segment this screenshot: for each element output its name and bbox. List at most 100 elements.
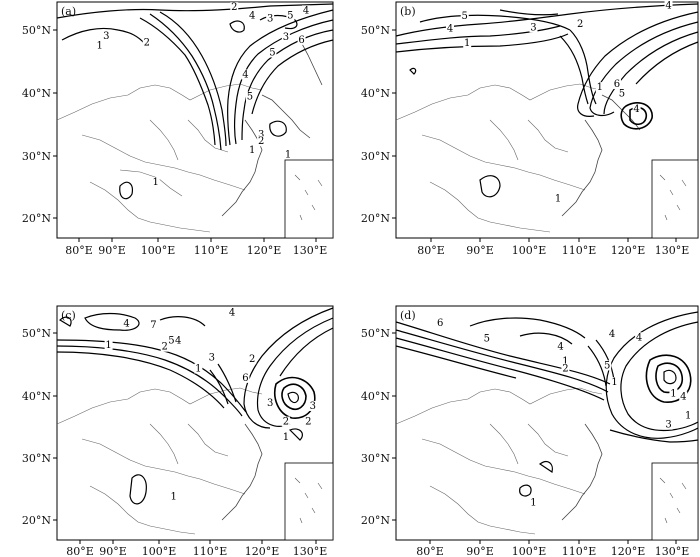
panel-a-x-tick-90e: 90°E <box>98 244 126 257</box>
panel-d-frame <box>395 305 699 541</box>
panel-b-x-tick-110e: 110°E <box>562 244 597 257</box>
contour-label-bg <box>664 419 673 430</box>
contour-label: 6 <box>242 373 248 384</box>
panel-c-y-tick-20n: 20°N <box>22 514 51 527</box>
panel-b-x-tick-130e: 130°E <box>655 244 690 257</box>
contour-label: 1 <box>249 145 255 156</box>
panel-b-y-tick-50n: 50°N <box>361 24 390 37</box>
contour-label: 5 <box>168 335 174 346</box>
contour-label: 2 <box>562 364 568 375</box>
contour-label-bg <box>446 23 455 34</box>
contour-label-bg <box>167 335 176 346</box>
panel-a: (a) <box>22 1 334 257</box>
contour-label: 4 <box>123 319 129 330</box>
contour-label-bg <box>556 341 565 352</box>
panel-c-south-china-sea-inset <box>284 462 334 541</box>
panel-a-boundaries <box>56 39 323 233</box>
panel-b-x-tick-100e: 100°E <box>512 244 547 257</box>
contour-label: 2 <box>249 354 255 365</box>
contour-label: 1 <box>562 356 568 367</box>
contour-label-bg <box>576 19 585 30</box>
panel-c-x-tick-90e: 90°E <box>99 545 127 557</box>
contour-label-bg <box>241 372 250 383</box>
contour-label-bg <box>482 333 491 344</box>
panel-c-x-tick-80e: 80°E <box>66 545 94 557</box>
panel-a-x-tick-120e: 120°E <box>247 244 282 257</box>
contour-label-bg <box>248 354 257 365</box>
contour-label-bg <box>603 360 612 371</box>
contour-label-bg <box>297 34 306 45</box>
contour-label-bg <box>245 91 254 102</box>
contour-label-bg <box>610 377 619 388</box>
contour-label-bg <box>142 37 151 48</box>
panel-b-boundaries <box>395 83 641 233</box>
panel-b-south-china-sea-inset <box>651 159 699 239</box>
panel-a-y-tick-30n: 30°N <box>22 150 51 163</box>
panel-d-x-tick-100e: 100°E <box>512 545 547 557</box>
contour-label-bg <box>561 356 570 367</box>
panel-d-y-tick-50n: 50°N <box>361 327 390 340</box>
contour-label: 5 <box>619 88 625 99</box>
contour-label: 6 <box>298 35 304 46</box>
contour-label: 2 <box>144 37 150 48</box>
contour-label: 3 <box>267 14 273 25</box>
contour-label-bg <box>529 22 538 33</box>
contour-label: 6 <box>437 318 443 329</box>
contour-label: 1 <box>530 498 536 509</box>
panel-c-y-tick-40n: 40°N <box>22 390 51 403</box>
contour-label: 2 <box>577 19 583 30</box>
panel-b-label: (b) <box>400 5 416 18</box>
contour-label-bg <box>248 145 257 156</box>
contour-label-bg <box>281 432 290 443</box>
contour-label: 1 <box>685 410 691 421</box>
panel-d-y-tick-30n: 30°N <box>361 452 390 465</box>
contour-label-bg <box>268 47 277 58</box>
contour-label: 2 <box>305 417 311 428</box>
contour-label: 5 <box>287 10 293 21</box>
contour-label: 1 <box>555 193 561 204</box>
contour-label-bg <box>207 352 216 363</box>
contour-label: 4 <box>680 392 686 403</box>
panel-d-y-tick-40n: 40°N <box>361 390 390 403</box>
contour-label-bg <box>632 104 641 115</box>
panel-d-x-tick-120e: 120°E <box>611 545 646 557</box>
contour-label-bg <box>281 416 290 427</box>
panel-d-label: (d) <box>400 309 416 322</box>
contour-label-bg <box>122 318 131 329</box>
contour-label-bg <box>679 391 688 402</box>
contour-label: 3 <box>258 129 264 140</box>
contour-label-bg <box>248 10 257 21</box>
contour-label: 1 <box>611 377 617 388</box>
panel-d-x-tick-90e: 90°E <box>466 545 494 557</box>
contour-label-bg <box>664 0 673 11</box>
panel-d-x-tick-130e: 130°E <box>655 545 690 557</box>
panel-d-x-tick-80e: 80°E <box>416 545 444 557</box>
contour-label: 1 <box>170 491 176 502</box>
contour-label: 5 <box>462 11 468 22</box>
contour-label-bg <box>281 31 290 42</box>
contour-label: 4 <box>557 342 563 353</box>
panel-a-y-tick-20n: 20°N <box>22 212 51 225</box>
contour-label: 3 <box>209 352 215 363</box>
contour-label-bg <box>669 388 678 399</box>
contour-label-bg <box>95 40 104 51</box>
contour-label-bg <box>230 2 239 13</box>
contour-label-bg <box>463 38 472 49</box>
contour-label-bg <box>104 339 113 350</box>
panel-c-y-tick-50n: 50°N <box>22 327 51 340</box>
contour-label: 4 <box>242 70 248 81</box>
panel-b-x-tick-120e: 120°E <box>611 244 646 257</box>
panel-b-y-axis: 50°N 40°N 30°N 20°N <box>361 24 396 225</box>
contour-label-bg <box>266 397 275 408</box>
contour-label: 4 <box>636 332 642 343</box>
contour-label: 6 <box>614 79 620 90</box>
contour-label-bg <box>612 78 621 89</box>
panel-d-y-tick-20n: 20°N <box>361 514 390 527</box>
contour-label: 4 <box>303 5 309 16</box>
panel-d-x-axis: 80°E 90°E 100°E 110°E 120°E 130°E <box>416 540 689 557</box>
contour-label-bg <box>257 136 266 147</box>
contour-label-bg <box>595 82 604 93</box>
